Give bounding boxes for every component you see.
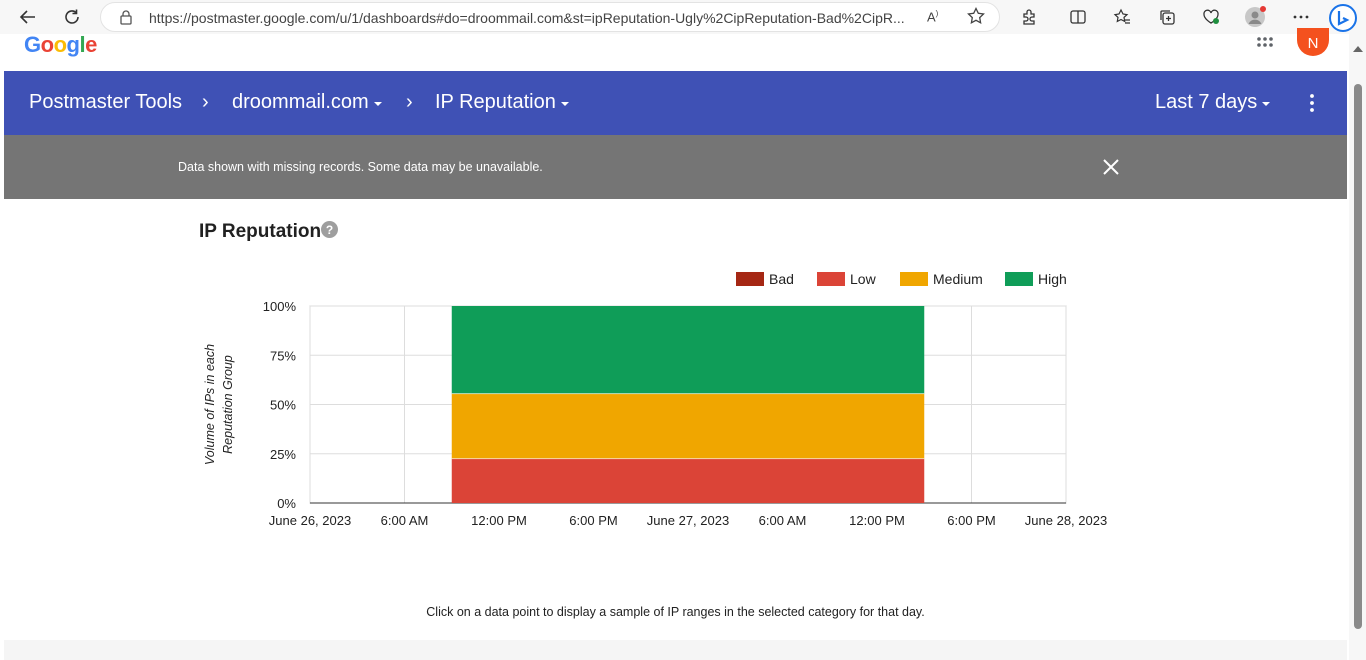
- dashboard-text: IP Reputation: [435, 91, 556, 113]
- more-options-icon[interactable]: [1289, 5, 1313, 29]
- browser-toolbar: https://postmaster.google.com/u/1/dashbo…: [0, 0, 1366, 34]
- page-top-bar: Google N: [0, 28, 1349, 71]
- profile-icon[interactable]: [1243, 5, 1267, 29]
- x-tick-label: June 26, 2023: [269, 513, 351, 528]
- x-tick-label: 6:00 AM: [759, 513, 807, 528]
- legend-swatch-bad[interactable]: [736, 272, 764, 286]
- x-tick-label: June 27, 2023: [647, 513, 729, 528]
- split-screen-icon[interactable]: [1066, 5, 1090, 29]
- y-axis-label: Reputation Group: [221, 355, 235, 454]
- favorites-icon[interactable]: [1110, 5, 1134, 29]
- series-low-area[interactable]: [451, 458, 925, 503]
- bing-copilot-icon[interactable]: [1328, 3, 1358, 33]
- reload-icon[interactable]: [60, 5, 84, 29]
- url-text: https://postmaster.google.com/u/1/dashbo…: [149, 10, 905, 26]
- legend-swatch-low[interactable]: [817, 272, 845, 286]
- lock-icon[interactable]: [119, 9, 133, 30]
- more-vert-icon[interactable]: [1302, 93, 1322, 113]
- dropdown-caret-icon: [1262, 101, 1271, 106]
- legend-label-low[interactable]: Low: [850, 271, 877, 287]
- x-tick-label: 6:00 PM: [569, 513, 617, 528]
- breadcrumb-app-title[interactable]: Postmaster Tools: [29, 91, 182, 114]
- legend-swatch-high[interactable]: [1005, 272, 1033, 286]
- missing-data-banner: Data shown with missing records. Some da…: [4, 135, 1347, 199]
- back-icon[interactable]: [16, 5, 40, 29]
- app-title-text: Postmaster Tools: [29, 91, 183, 113]
- series-high-area[interactable]: [451, 306, 925, 394]
- google-logo[interactable]: Google: [24, 32, 97, 57]
- x-tick-label: June 28, 2023: [1025, 513, 1107, 528]
- browser-essentials-icon[interactable]: [1199, 5, 1223, 29]
- x-tick-label: 12:00 PM: [471, 513, 527, 528]
- dropdown-caret-icon: [560, 101, 569, 106]
- x-tick-label: 6:00 AM: [381, 513, 429, 528]
- breadcrumb-separator-icon: ›: [406, 91, 413, 113]
- date-range-text: Last 7 days: [1155, 91, 1258, 113]
- ip-reputation-chart[interactable]: 0% 25% 50% 75% 100% June 26, 2023 6:00 AM 12:00…: [4, 199, 1347, 640]
- legend-label-high[interactable]: High: [1038, 271, 1067, 287]
- account-avatar[interactable]: N: [1297, 28, 1329, 56]
- google-apps-icon[interactable]: [1256, 36, 1274, 54]
- y-tick-label: 0%: [277, 496, 296, 511]
- footer-strip: [4, 640, 1347, 660]
- dropdown-caret-icon: [373, 101, 382, 106]
- y-tick-label: 100%: [263, 299, 297, 314]
- scroll-up-arrow-icon[interactable]: [1353, 46, 1363, 52]
- series-medium-area[interactable]: [451, 393, 925, 459]
- section-title: IP Reputation: [199, 221, 322, 242]
- app-header: Postmaster Tools › droommail.com › IP Re…: [4, 71, 1347, 135]
- domain-dropdown[interactable]: droommail.com: [232, 91, 382, 114]
- address-bar[interactable]: https://postmaster.google.com/u/1/dashbo…: [100, 2, 1000, 32]
- y-tick-label: 50%: [270, 398, 296, 413]
- dashboard-dropdown[interactable]: IP Reputation: [435, 91, 569, 114]
- x-tick-label: 6:00 PM: [947, 513, 995, 528]
- banner-message: Data shown with missing records. Some da…: [178, 160, 543, 174]
- y-tick-label: 25%: [270, 447, 296, 462]
- x-tick-label: 12:00 PM: [849, 513, 905, 528]
- scroll-thumb[interactable]: [1354, 84, 1362, 629]
- close-icon[interactable]: [1101, 157, 1121, 177]
- collections-icon[interactable]: [1155, 5, 1179, 29]
- domain-text: droommail.com: [232, 91, 369, 113]
- breadcrumb-separator-icon: ›: [202, 91, 209, 113]
- page-scrollbar[interactable]: [1349, 34, 1366, 660]
- y-tick-label: 75%: [270, 348, 296, 363]
- legend-swatch-medium[interactable]: [900, 272, 928, 286]
- extensions-icon[interactable]: [1017, 5, 1041, 29]
- chart-footnote: Click on a data point to display a sampl…: [426, 605, 925, 619]
- read-aloud-icon[interactable]: A): [927, 9, 939, 25]
- legend-label-bad[interactable]: Bad: [769, 271, 794, 287]
- date-range-dropdown[interactable]: Last 7 days: [1155, 91, 1271, 114]
- favorite-star-icon[interactable]: [967, 6, 985, 30]
- legend-label-medium[interactable]: Medium: [933, 271, 983, 287]
- main-content: IP Reputation ? 0% 25% 50% 75% 100% June 26, …: [4, 199, 1347, 640]
- y-axis-label: Volume of IPs in each: [203, 344, 217, 465]
- help-icon[interactable]: ?: [321, 221, 338, 238]
